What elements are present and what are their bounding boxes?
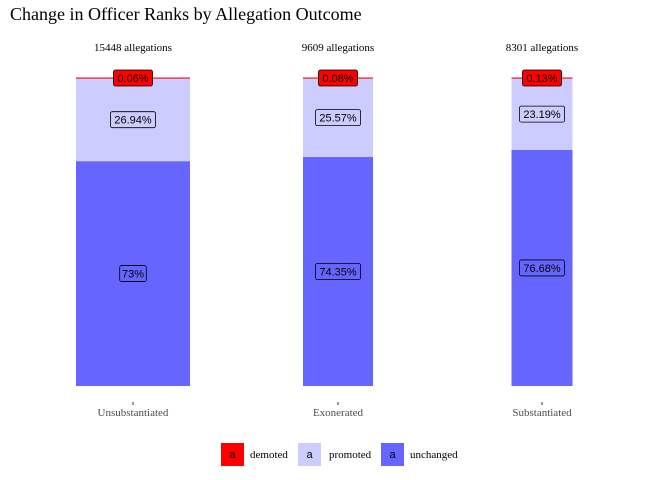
x-axis: Unsubstantiated Exonerated Substantiated (98, 402, 572, 419)
bar-promoted-substantiated-label: 23.19% (519, 105, 566, 123)
bar-demoted-unsubstantiated-label: 0.06% (113, 69, 153, 87)
bar-demoted-unsubstantiated-label-box (113, 69, 153, 87)
legend-item-demoted: a demoted (221, 443, 288, 466)
bar-unchanged-unsubstantiated-label-box (119, 265, 147, 282)
bar-unchanged-exonerated-label: 74.35% (314, 263, 361, 280)
count-label-exonerated: 9609 allegations (302, 42, 374, 54)
bar-demoted-unsubstantiated-label-text: 0.06% (117, 73, 148, 85)
x-tick-label-unsubstantiated: Unsubstantiated (98, 407, 169, 419)
bar-promoted-exonerated-label-box (314, 109, 361, 127)
bar-promoted-substantiated-label-box (519, 105, 566, 123)
chart-title: Change in Officer Ranks by Allegation Ou… (10, 4, 362, 24)
bar-unchanged-unsubstantiated-label-text: 73% (122, 269, 144, 281)
bar-unchanged-substantiated-label-text: 76.68% (523, 263, 561, 275)
legend-key-letter: a (229, 449, 236, 461)
bar-promoted-unsubstantiated-label: 26.94% (110, 111, 157, 129)
bar-promoted-unsubstantiated-label-box (110, 111, 157, 129)
count-label-substantiated: 8301 allegations (506, 42, 578, 54)
x-tick-label-substantiated: Substantiated (512, 407, 572, 419)
bar-demoted-substantiated-label-text: 0.13% (526, 73, 557, 85)
bar-promoted-exonerated-label: 25.57% (314, 109, 361, 127)
legend: a demoted a promoted a unchanged (221, 443, 458, 466)
bar-promoted-unsubstantiated-label-text: 26.94% (114, 115, 152, 127)
legend-key-unchanged (381, 443, 404, 466)
bar-demoted-exonerated-label-text: 0.08% (322, 73, 353, 85)
legend-key-letter: a (306, 449, 313, 461)
bar-unchanged-substantiated-label-box (519, 259, 566, 277)
legend-item-unchanged: a unchanged (381, 443, 458, 466)
legend-item-promoted: a promoted (298, 443, 372, 466)
legend-key-letter: a (389, 449, 396, 461)
bar-demoted-substantiated-label: 0.13% (522, 69, 562, 87)
bar-unchanged-unsubstantiated-label: 73% (119, 265, 147, 282)
legend-key-promoted (298, 443, 321, 466)
bar-unchanged-substantiated-label: 76.68% (519, 259, 566, 277)
x-tick-label-exonerated: Exonerated (313, 407, 364, 419)
legend-key-demoted (221, 443, 244, 466)
bar-unchanged-exonerated-label-text: 74.35% (319, 267, 357, 279)
bar-demoted-substantiated-label-box (522, 69, 562, 87)
bar-demoted-exonerated-label: 0.08% (318, 69, 358, 87)
bar-promoted-exonerated-label-text: 25.57% (319, 113, 357, 125)
bar-unchanged-exonerated-label-box (314, 263, 361, 280)
legend-label-unchanged: unchanged (410, 449, 458, 461)
count-label-unsubstantiated: 15448 allegations (94, 42, 172, 54)
bar-promoted-substantiated-label-text: 23.19% (523, 109, 561, 121)
bars-layer (76, 77, 573, 386)
labels-layer: 73% 26.94% 0.06% 15448 allegations 74.35% 25.… (94, 42, 578, 282)
legend-label-demoted: demoted (250, 449, 288, 461)
bar-demoted-exonerated-label-box (318, 69, 358, 87)
legend-label-promoted: promoted (329, 449, 372, 461)
